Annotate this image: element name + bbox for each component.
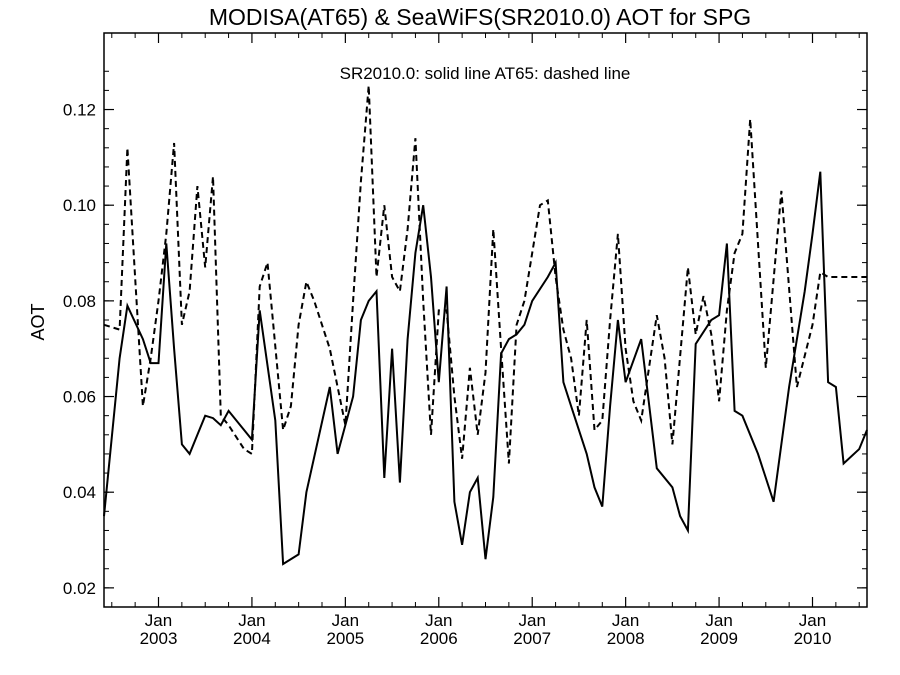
- chart-annotation: SR2010.0: solid line AT65: dashed line: [340, 64, 631, 83]
- y-tick-label: 0.12: [63, 101, 96, 120]
- y-tick-label: 0.10: [63, 196, 96, 215]
- y-tick-label: 0.04: [63, 483, 96, 502]
- x-tick-label-month: Jan: [612, 611, 639, 630]
- x-tick-label-month: Jan: [145, 611, 172, 630]
- y-axis-label: AOT: [28, 303, 48, 340]
- y-tick-label: 0.06: [63, 388, 96, 407]
- x-axis: Jan2003Jan2004Jan2005Jan2006Jan2007Jan20…: [111, 33, 860, 648]
- x-tick-label-year: 2004: [233, 629, 271, 648]
- x-tick-label-year: 2005: [326, 629, 364, 648]
- x-tick-label-year: 2010: [794, 629, 832, 648]
- y-tick-label: 0.02: [63, 579, 96, 598]
- x-tick-label-month: Jan: [332, 611, 359, 630]
- x-tick-label-month: Jan: [705, 611, 732, 630]
- x-tick-label-year: 2009: [700, 629, 738, 648]
- series-line-dashed: [103, 85, 867, 464]
- x-tick-label-month: Jan: [238, 611, 265, 630]
- x-tick-label-month: Jan: [519, 611, 546, 630]
- x-tick-label-year: 2008: [607, 629, 645, 648]
- x-tick-label-year: 2003: [140, 629, 178, 648]
- series-layer: [103, 85, 868, 566]
- chart-title: MODISA(AT65) & SeaWiFS(SR2010.0) AOT for…: [209, 4, 751, 30]
- y-tick-label: 0.08: [63, 292, 96, 311]
- series-line-solid: [103, 171, 868, 566]
- y-axis: 0.02 0.04 0.06 0.08 0.10 0.12: [63, 70, 867, 598]
- x-tick-label-month: Jan: [425, 611, 452, 630]
- x-tick-label-month: Jan: [799, 611, 826, 630]
- x-tick-label-year: 2006: [420, 629, 458, 648]
- x-tick-label-year: 2007: [513, 629, 551, 648]
